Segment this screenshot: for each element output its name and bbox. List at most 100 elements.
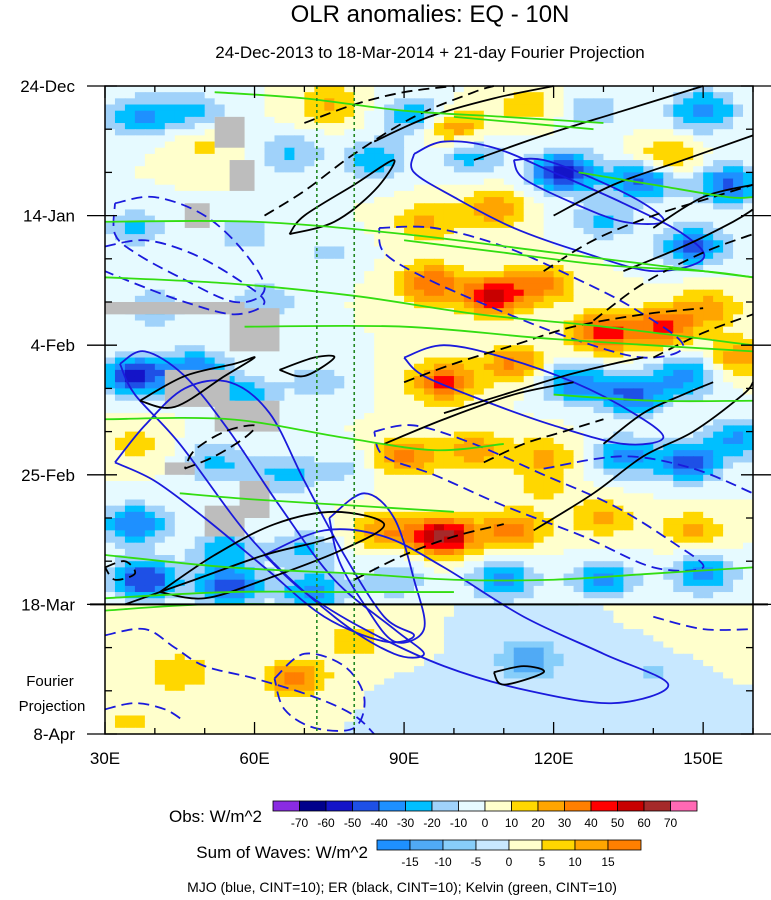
anomaly-cell bbox=[443, 382, 455, 389]
anomaly-cell bbox=[633, 320, 644, 328]
anomaly-cell bbox=[154, 221, 166, 229]
anomaly-cell bbox=[653, 456, 664, 464]
anomaly-cell bbox=[653, 542, 664, 550]
anomaly-cell bbox=[144, 443, 156, 451]
anomaly-cell bbox=[384, 487, 395, 494]
anomaly-cell bbox=[593, 425, 605, 433]
anomaly-cell bbox=[414, 277, 425, 285]
anomaly-cell bbox=[194, 153, 206, 161]
anomaly-cell bbox=[284, 110, 296, 118]
anomaly-cell bbox=[134, 394, 146, 402]
anomaly-cell bbox=[124, 92, 136, 99]
anomaly-cell bbox=[533, 518, 545, 525]
anomaly-cell bbox=[553, 234, 565, 241]
anomaly-cell bbox=[114, 116, 126, 124]
anomaly-cell bbox=[443, 172, 455, 180]
anomaly-cell bbox=[354, 468, 365, 476]
anomaly-cell bbox=[653, 345, 664, 352]
anomaly-cell bbox=[633, 135, 644, 143]
anomaly-cell bbox=[164, 524, 176, 531]
anomaly-cell bbox=[703, 406, 714, 414]
anomaly-cell bbox=[134, 147, 146, 155]
anomaly-cell bbox=[483, 462, 495, 470]
anomaly-cell bbox=[144, 110, 156, 118]
anomaly-cell bbox=[284, 147, 296, 155]
anomaly-cell bbox=[174, 190, 186, 198]
anomaly-cell bbox=[105, 456, 116, 464]
anomaly-cell bbox=[264, 227, 276, 235]
anomaly-cell bbox=[613, 160, 624, 167]
anomaly-cell bbox=[124, 388, 136, 396]
anomaly-cell bbox=[623, 234, 634, 241]
anomaly-cell bbox=[633, 289, 644, 297]
anomaly-cell bbox=[453, 234, 465, 241]
anomaly-cell bbox=[593, 302, 605, 309]
anomaly-cell bbox=[374, 203, 385, 211]
anomaly-cell bbox=[414, 524, 425, 531]
anomaly-cell bbox=[563, 425, 575, 433]
anomaly-cell bbox=[573, 314, 585, 322]
anomaly-cell bbox=[523, 320, 535, 328]
anomaly-cell bbox=[384, 104, 395, 112]
anomaly-cell bbox=[224, 295, 236, 303]
anomaly-cell bbox=[384, 178, 395, 186]
anomaly-cell bbox=[543, 141, 555, 149]
anomaly-cell bbox=[683, 530, 694, 538]
anomaly-cell bbox=[314, 388, 325, 396]
anomaly-cell bbox=[214, 345, 226, 352]
anomaly-cell bbox=[374, 252, 385, 260]
anomaly-cell bbox=[264, 493, 276, 501]
anomaly-cell bbox=[354, 400, 365, 408]
anomaly-cell bbox=[154, 271, 166, 278]
anomaly-cell bbox=[105, 320, 116, 328]
anomaly-cell bbox=[663, 252, 674, 260]
anomaly-cell bbox=[743, 437, 754, 445]
anomaly-cell bbox=[453, 320, 465, 328]
anomaly-cell bbox=[623, 252, 634, 260]
anomaly-cell bbox=[314, 369, 325, 377]
anomaly-cell bbox=[334, 413, 345, 420]
anomaly-cell bbox=[603, 86, 615, 93]
anomaly-cell bbox=[523, 308, 535, 315]
anomaly-cell bbox=[414, 493, 425, 501]
anomaly-cell bbox=[244, 104, 256, 112]
anomaly-cell bbox=[384, 468, 395, 476]
anomaly-cell bbox=[673, 376, 684, 383]
anomaly-cell bbox=[204, 419, 216, 427]
anomaly-cell bbox=[174, 406, 186, 414]
anomaly-cell bbox=[304, 283, 315, 291]
anomaly-cell bbox=[284, 308, 296, 315]
anomaly-cell bbox=[414, 98, 425, 106]
anomaly-cell bbox=[693, 221, 704, 229]
anomaly-cell bbox=[274, 135, 286, 143]
anomaly-cell bbox=[733, 530, 744, 538]
anomaly-cell bbox=[224, 147, 236, 155]
anomaly-cell bbox=[204, 468, 216, 476]
anomaly-cell bbox=[513, 499, 525, 507]
anomaly-cell bbox=[164, 351, 176, 359]
anomaly-cell bbox=[174, 283, 186, 291]
anomaly-cell bbox=[493, 129, 505, 136]
anomaly-cell bbox=[713, 203, 724, 211]
anomaly-cell bbox=[334, 462, 345, 470]
anomaly-cell bbox=[404, 332, 415, 340]
anomaly-cell bbox=[503, 252, 515, 260]
anomaly-cell bbox=[513, 258, 525, 266]
anomaly-cell bbox=[583, 487, 595, 494]
anomaly-cell bbox=[334, 357, 345, 365]
anomaly-cell bbox=[743, 474, 754, 482]
anomaly-cell bbox=[174, 437, 186, 445]
anomaly-cell bbox=[603, 234, 615, 241]
anomaly-cell bbox=[274, 351, 286, 359]
anomaly-cell bbox=[483, 215, 495, 223]
anomaly-cell bbox=[603, 147, 615, 155]
anomaly-cell bbox=[204, 240, 216, 248]
anomaly-cell bbox=[433, 271, 445, 278]
anomaly-cell bbox=[354, 326, 365, 334]
anomaly-cell bbox=[364, 474, 375, 482]
anomaly-cell bbox=[563, 308, 575, 315]
anomaly-cell bbox=[743, 116, 754, 124]
anomaly-cell bbox=[583, 147, 595, 155]
anomaly-cell bbox=[194, 493, 206, 501]
anomaly-cell bbox=[563, 129, 575, 136]
